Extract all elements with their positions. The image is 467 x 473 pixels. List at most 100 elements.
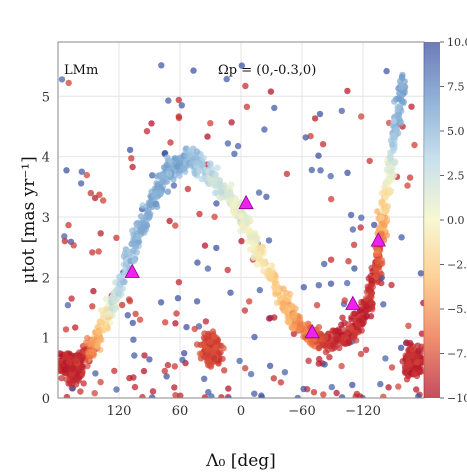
data-point — [73, 357, 80, 365]
data-point — [349, 381, 356, 389]
data-point — [158, 62, 165, 69]
data-point — [204, 265, 212, 272]
data-point — [173, 310, 180, 317]
data-point — [211, 213, 218, 220]
data-point — [271, 314, 278, 321]
data-point — [204, 352, 212, 359]
data-point — [347, 211, 355, 219]
data-point — [201, 242, 209, 249]
data-point — [273, 299, 281, 306]
data-point — [212, 189, 219, 197]
y-tick-label: 1 — [42, 332, 50, 347]
data-point — [104, 311, 112, 318]
data-point — [383, 67, 390, 75]
data-point — [231, 201, 238, 208]
data-point — [327, 172, 334, 180]
data-point — [211, 355, 218, 362]
data-point — [223, 189, 230, 197]
data-point — [206, 160, 214, 167]
data-point — [251, 333, 258, 341]
data-point — [322, 348, 330, 356]
data-point — [126, 374, 133, 382]
data-point — [241, 307, 249, 314]
data-point — [196, 167, 203, 174]
data-point — [256, 244, 264, 251]
x-tick-label: −120 — [345, 404, 381, 419]
data-point — [295, 326, 303, 333]
data-point — [174, 295, 182, 302]
y-tick-label: 4 — [42, 151, 50, 166]
data-point — [345, 258, 352, 265]
data-point — [391, 98, 398, 105]
data-point — [336, 328, 343, 335]
data-point — [165, 97, 172, 104]
data-point — [175, 96, 182, 104]
data-point — [272, 291, 279, 298]
data-point — [333, 389, 340, 397]
data-point — [221, 367, 228, 374]
x-axis-title: Λ₀ [deg] — [205, 451, 276, 471]
data-point — [166, 217, 173, 225]
y-tick-label: 0 — [42, 392, 50, 407]
data-point — [290, 315, 298, 322]
data-point — [344, 87, 351, 95]
data-point — [177, 392, 184, 398]
data-point — [280, 285, 287, 292]
data-point — [379, 260, 386, 267]
data-point — [77, 180, 85, 187]
annotation-label: LMm — [64, 63, 98, 78]
x-tick-label: 0 — [237, 404, 245, 419]
data-point — [131, 257, 138, 264]
data-point — [394, 106, 402, 113]
data-point — [225, 385, 232, 392]
data-point — [213, 344, 220, 351]
data-point — [218, 189, 225, 196]
data-point — [236, 357, 243, 365]
data-point — [95, 338, 102, 346]
data-point — [113, 234, 120, 241]
data-point — [191, 325, 198, 333]
data-point — [260, 258, 268, 266]
data-point — [405, 322, 412, 329]
data-point — [351, 310, 358, 317]
data-point — [349, 226, 357, 233]
colorbar-tick-label: 10.0 — [447, 36, 467, 49]
data-point — [228, 181, 235, 188]
data-point — [415, 347, 422, 355]
data-point — [338, 107, 345, 115]
y-tick-label: 3 — [42, 211, 50, 226]
data-point — [146, 356, 153, 363]
data-point — [136, 316, 144, 323]
data-point — [387, 163, 394, 170]
colorbar-tick-label: −5.0 — [447, 303, 467, 316]
data-point — [128, 155, 135, 162]
data-point — [61, 237, 69, 245]
data-point — [158, 172, 165, 179]
data-point — [72, 381, 80, 388]
data-point — [261, 126, 268, 133]
data-point — [190, 67, 197, 74]
data-point — [161, 367, 168, 375]
data-point — [153, 180, 160, 187]
data-point — [129, 227, 136, 234]
data-point — [255, 189, 263, 196]
data-point — [157, 190, 164, 197]
data-point — [267, 88, 275, 95]
data-point — [413, 386, 420, 393]
data-point — [395, 112, 402, 119]
data-point — [171, 384, 178, 391]
data-point — [390, 171, 398, 179]
data-point — [357, 224, 364, 231]
data-point — [91, 390, 98, 397]
colorbar-tick-label: 0.0 — [447, 214, 465, 227]
data-point — [184, 185, 192, 193]
data-point — [131, 383, 139, 391]
data-point — [187, 151, 194, 158]
data-point — [212, 171, 220, 178]
data-point — [395, 95, 403, 102]
data-point — [315, 282, 322, 289]
data-point — [149, 388, 157, 395]
data-point — [393, 126, 400, 133]
data-point — [398, 234, 405, 241]
